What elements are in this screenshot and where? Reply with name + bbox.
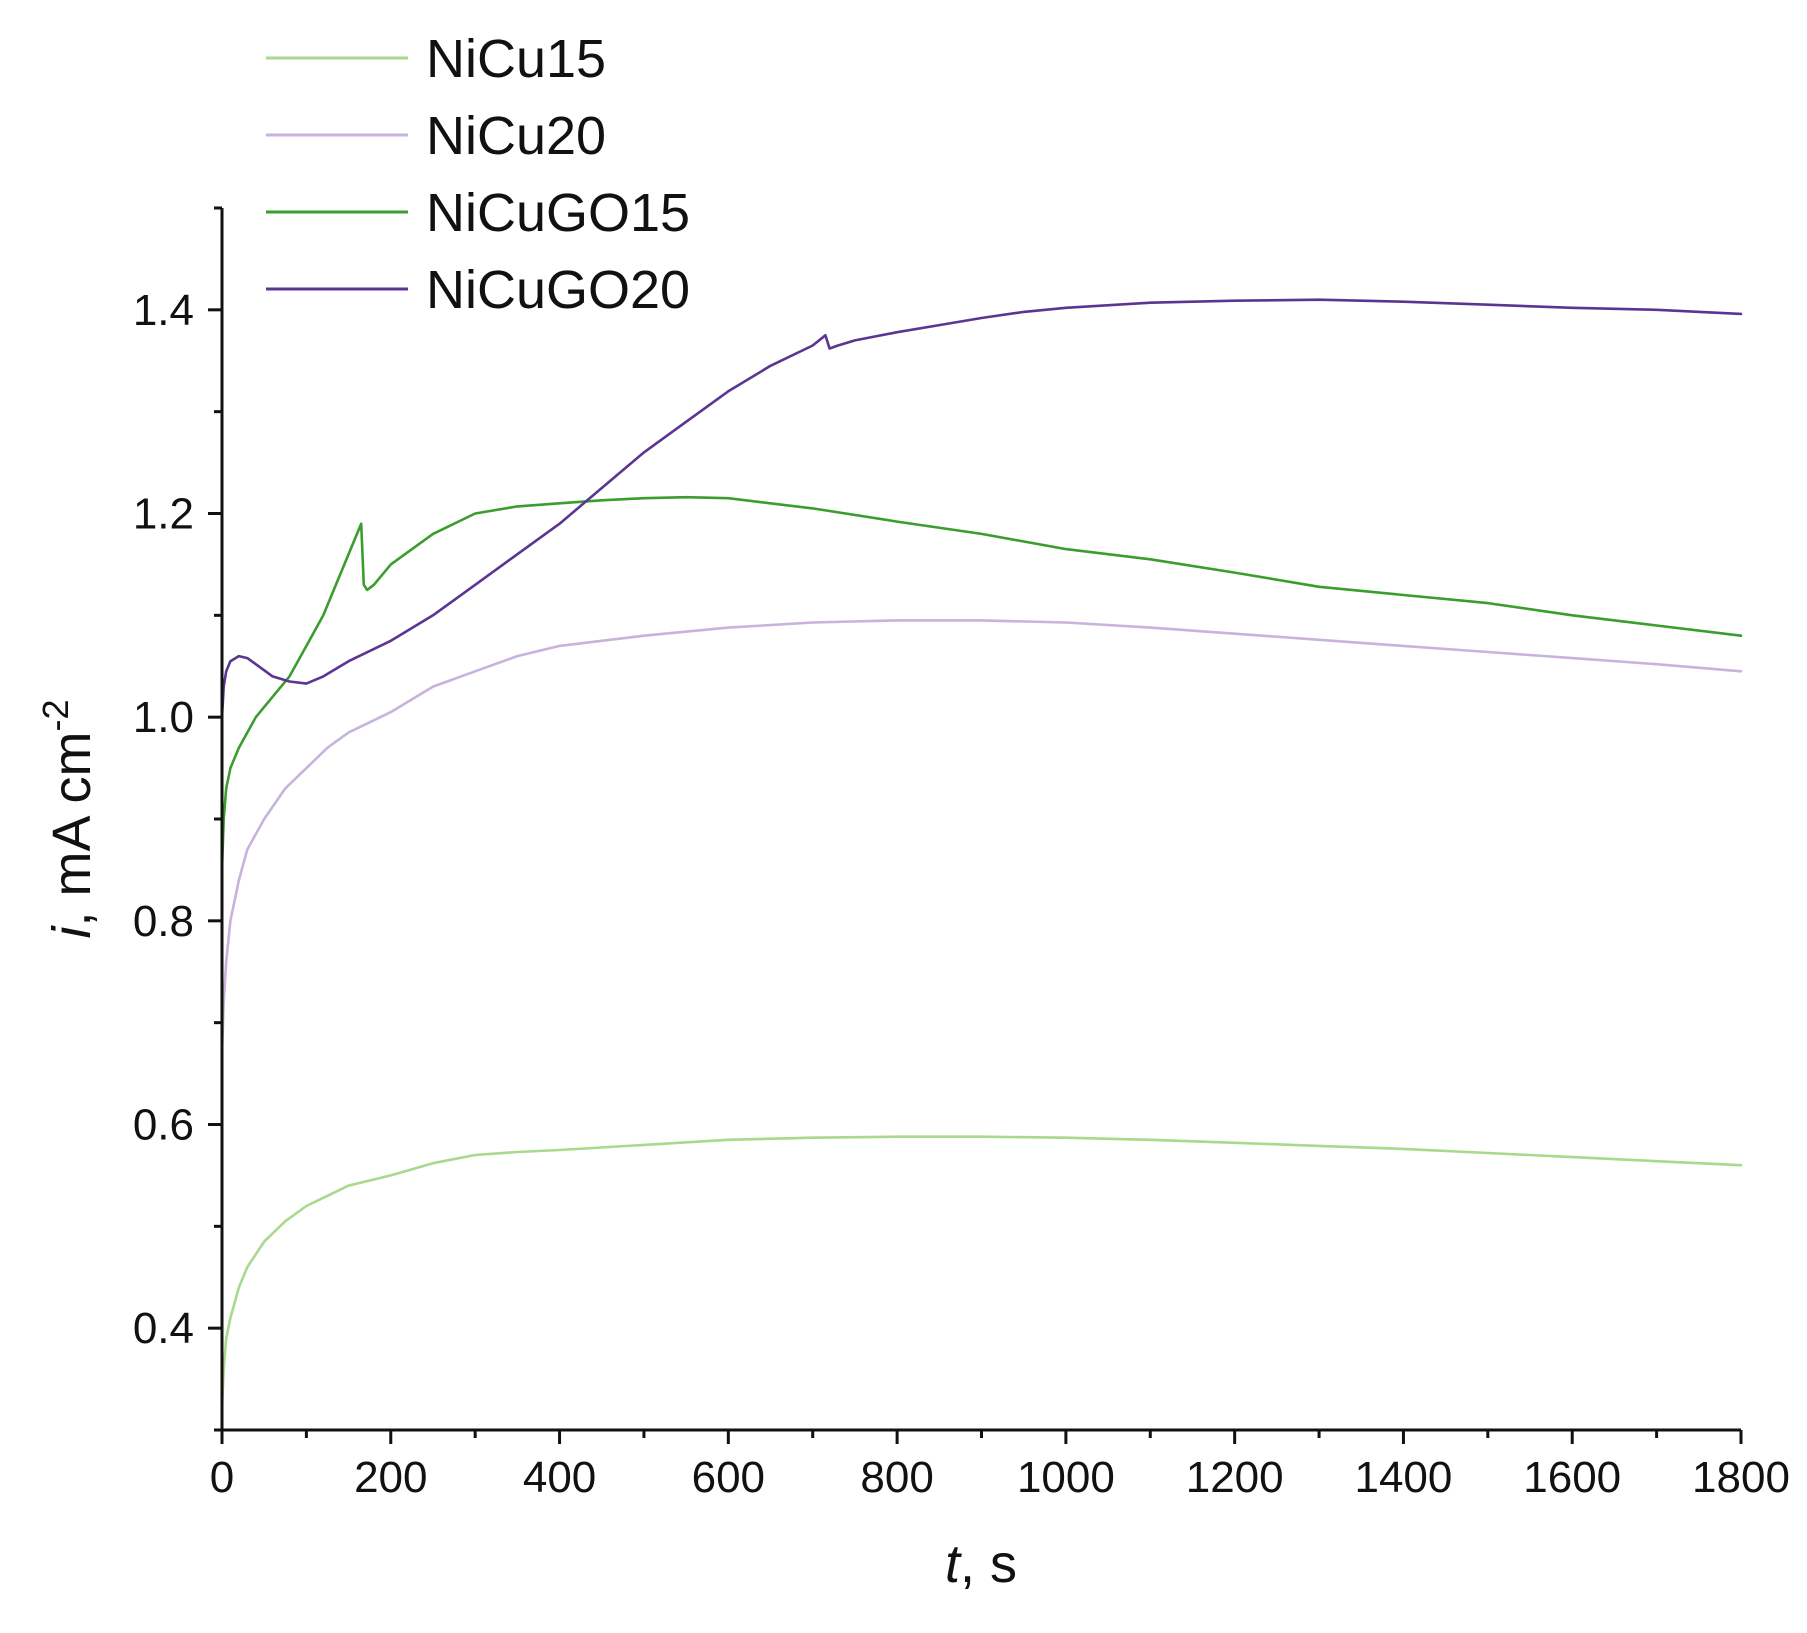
x-tick-label: 400 — [523, 1453, 596, 1502]
axes — [220, 208, 1741, 1432]
x-tick-label: 1800 — [1692, 1453, 1790, 1502]
x-tick-label: 800 — [860, 1453, 933, 1502]
y-tick-label: 1.2 — [133, 490, 194, 539]
series-line-1 — [220, 619, 1743, 1055]
series-line-3 — [220, 298, 1743, 719]
y-axis-title-italic: i — [42, 925, 102, 939]
ticks: 0 200 400 600 800 1000 1200 1400 1600 1800 0.4 0.6 0… — [133, 206, 1790, 1502]
y-tick-label: 0.8 — [133, 897, 194, 946]
legend-label-3: NiCuGO20 — [426, 260, 690, 320]
x-axis-title-rest: , s — [960, 1534, 1017, 1594]
x-tick-label: 1600 — [1523, 1453, 1621, 1502]
y-axis-title-superscript: -2 — [35, 699, 76, 731]
y-axis-title-rest: , mA cm — [42, 732, 102, 927]
series-line-0 — [220, 1135, 1743, 1411]
x-tick-label: 200 — [354, 1453, 427, 1502]
legend-label-0: NiCu15 — [426, 29, 606, 89]
x-tick-label: 1200 — [1186, 1453, 1284, 1502]
y-tick-label: 0.4 — [133, 1304, 194, 1353]
x-tick-label: 0 — [210, 1453, 234, 1502]
x-tick-label: 1000 — [1017, 1453, 1115, 1502]
series-layer — [220, 298, 1743, 1411]
legend-label-2: NiCuGO15 — [426, 183, 690, 243]
x-axis-title: t, s — [945, 1534, 1017, 1594]
x-axis-title-italic: t — [945, 1534, 962, 1594]
y-tick-label: 1.4 — [133, 286, 194, 335]
y-axis-title: i, mA cm-2 — [35, 699, 102, 938]
legend-label-1: NiCu20 — [426, 106, 606, 166]
x-tick-label: 1400 — [1354, 1453, 1452, 1502]
y-tick-label: 0.6 — [133, 1101, 194, 1150]
legend: NiCu15 NiCu20 NiCuGO15 NiCuGO20 — [266, 29, 690, 320]
y-tick-label: 1.0 — [133, 693, 194, 742]
series-line-2 — [220, 495, 1743, 872]
x-tick-label: 600 — [692, 1453, 765, 1502]
